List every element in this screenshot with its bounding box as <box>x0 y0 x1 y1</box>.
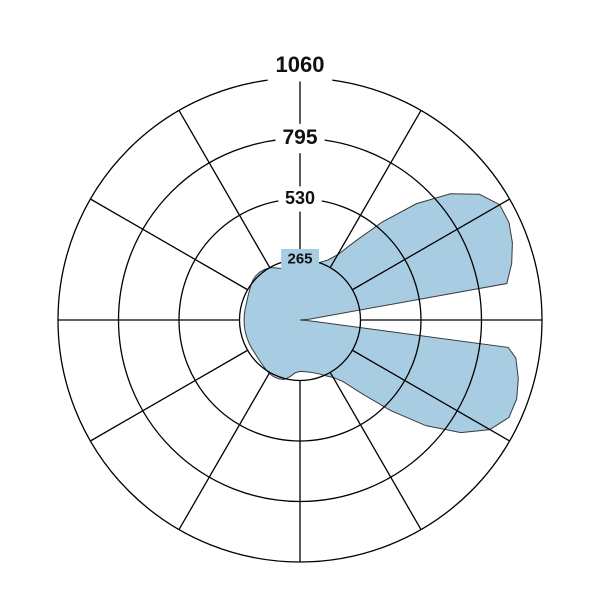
grid-spoke-210 <box>178 110 271 268</box>
grid-spoke-150 <box>329 110 422 268</box>
tick-label-bg-1060 <box>267 50 333 82</box>
tick-label-1060: 1060 <box>276 52 325 77</box>
tick-label-bg-795 <box>275 123 325 154</box>
tick-label-bg-265 <box>281 249 319 270</box>
tick-label-bg-530 <box>278 186 322 212</box>
grid-spoke-120 <box>352 198 510 291</box>
grid-spoke-240 <box>90 198 248 291</box>
radial-tick-labels: 265 530 795 1060 <box>267 50 333 270</box>
grid-spoke-330 <box>178 372 271 530</box>
grid-spoke-60 <box>352 349 510 442</box>
tick-label-795: 795 <box>282 126 317 149</box>
tick-label-530: 530 <box>285 188 315 208</box>
tick-label-265: 265 <box>287 250 312 267</box>
grid-spoke-30 <box>329 372 422 530</box>
grid-spoke-300 <box>90 349 248 442</box>
